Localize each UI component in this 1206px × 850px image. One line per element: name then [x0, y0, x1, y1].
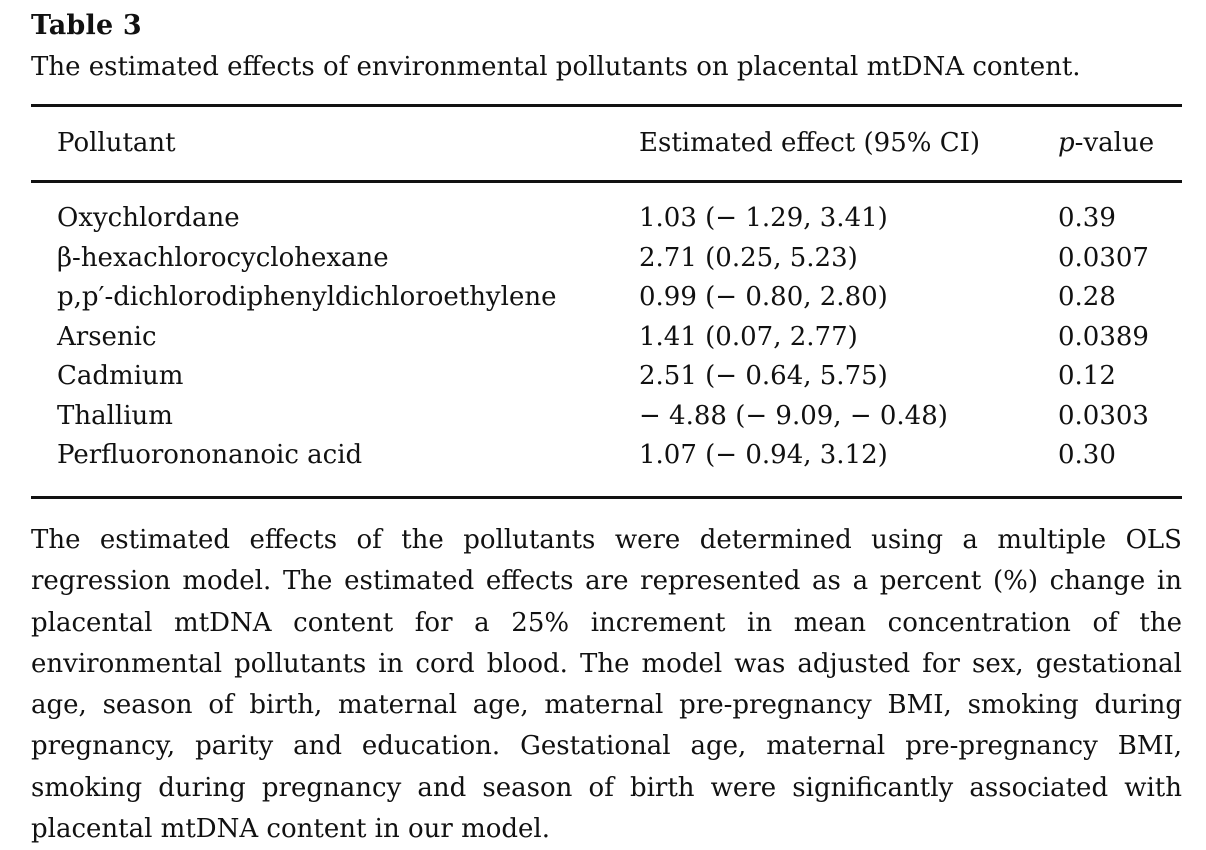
pollutant-cell: β-hexachlorocyclohexane	[57, 242, 389, 273]
estimated-effect-cell: 1.03 (− 1.29, 3.41)	[639, 203, 888, 233]
table-caption: The estimated effects of environmental p…	[31, 52, 1081, 82]
table-row: Cadmium 2.51 (− 0.64, 5.75) 0.12	[0, 361, 1206, 400]
p-value-cell: 0.0389	[1058, 321, 1149, 352]
p-value-cell: 0.39	[1058, 203, 1116, 233]
table-row: Arsenic 1.41 (0.07, 2.77) 0.0389	[0, 322, 1206, 361]
header-rule	[31, 180, 1182, 183]
header-estimated-effect: Estimated effect (95% CI)	[639, 128, 981, 158]
pollutant-cell: p,p′-dichlorodiphenyldichloroethylene	[57, 282, 557, 312]
pollutant-cell: Arsenic	[57, 321, 157, 352]
bottom-rule	[31, 496, 1182, 499]
table-row: Thallium − 4.88 (− 9.09, − 0.48) 0.0303	[0, 401, 1206, 440]
table-label: Table 3	[31, 10, 142, 41]
p-value-cell: 0.0307	[1058, 242, 1149, 273]
pollutant-cell: Perfluorononanoic acid	[57, 440, 363, 470]
estimated-effect-cell: 1.41 (0.07, 2.77)	[639, 321, 858, 352]
estimated-effect-cell: 2.71 (0.25, 5.23)	[639, 242, 858, 273]
pollutant-cell: Thallium	[57, 400, 173, 431]
p-value-cell: 0.30	[1058, 440, 1116, 470]
table-footnote: The estimated effects of the pollutants …	[31, 525, 1182, 845]
pollutant-cell: Oxychlordane	[57, 203, 240, 233]
header-pollutant: Pollutant	[57, 128, 176, 158]
header-p-value: p-value	[1058, 128, 1154, 158]
estimated-effect-cell: 0.99 (− 0.80, 2.80)	[639, 282, 888, 312]
table-row: β-hexachlorocyclohexane 2.71 (0.25, 5.23)…	[0, 243, 1206, 282]
table-row: Oxychlordane 1.03 (− 1.29, 3.41) 0.39	[0, 203, 1206, 242]
p-value-cell: 0.0303	[1058, 400, 1149, 431]
table-row: p,p′-dichlorodiphenyldichloroethylene 0.9…	[0, 282, 1206, 321]
top-rule	[31, 104, 1182, 107]
estimated-effect-cell: − 4.88 (− 9.09, − 0.48)	[639, 400, 948, 431]
estimated-effect-cell: 1.07 (− 0.94, 3.12)	[639, 440, 888, 470]
p-value-cell: 0.12	[1058, 361, 1116, 391]
p-value-cell: 0.28	[1058, 282, 1116, 312]
table-row: Perfluorononanoic acid 1.07 (− 0.94, 3.12…	[0, 440, 1206, 479]
header-p-italic: p	[1058, 128, 1075, 158]
estimated-effect-cell: 2.51 (− 0.64, 5.75)	[639, 361, 888, 391]
header-p-rest: -value	[1074, 128, 1155, 158]
pollutant-cell: Cadmium	[57, 361, 184, 391]
